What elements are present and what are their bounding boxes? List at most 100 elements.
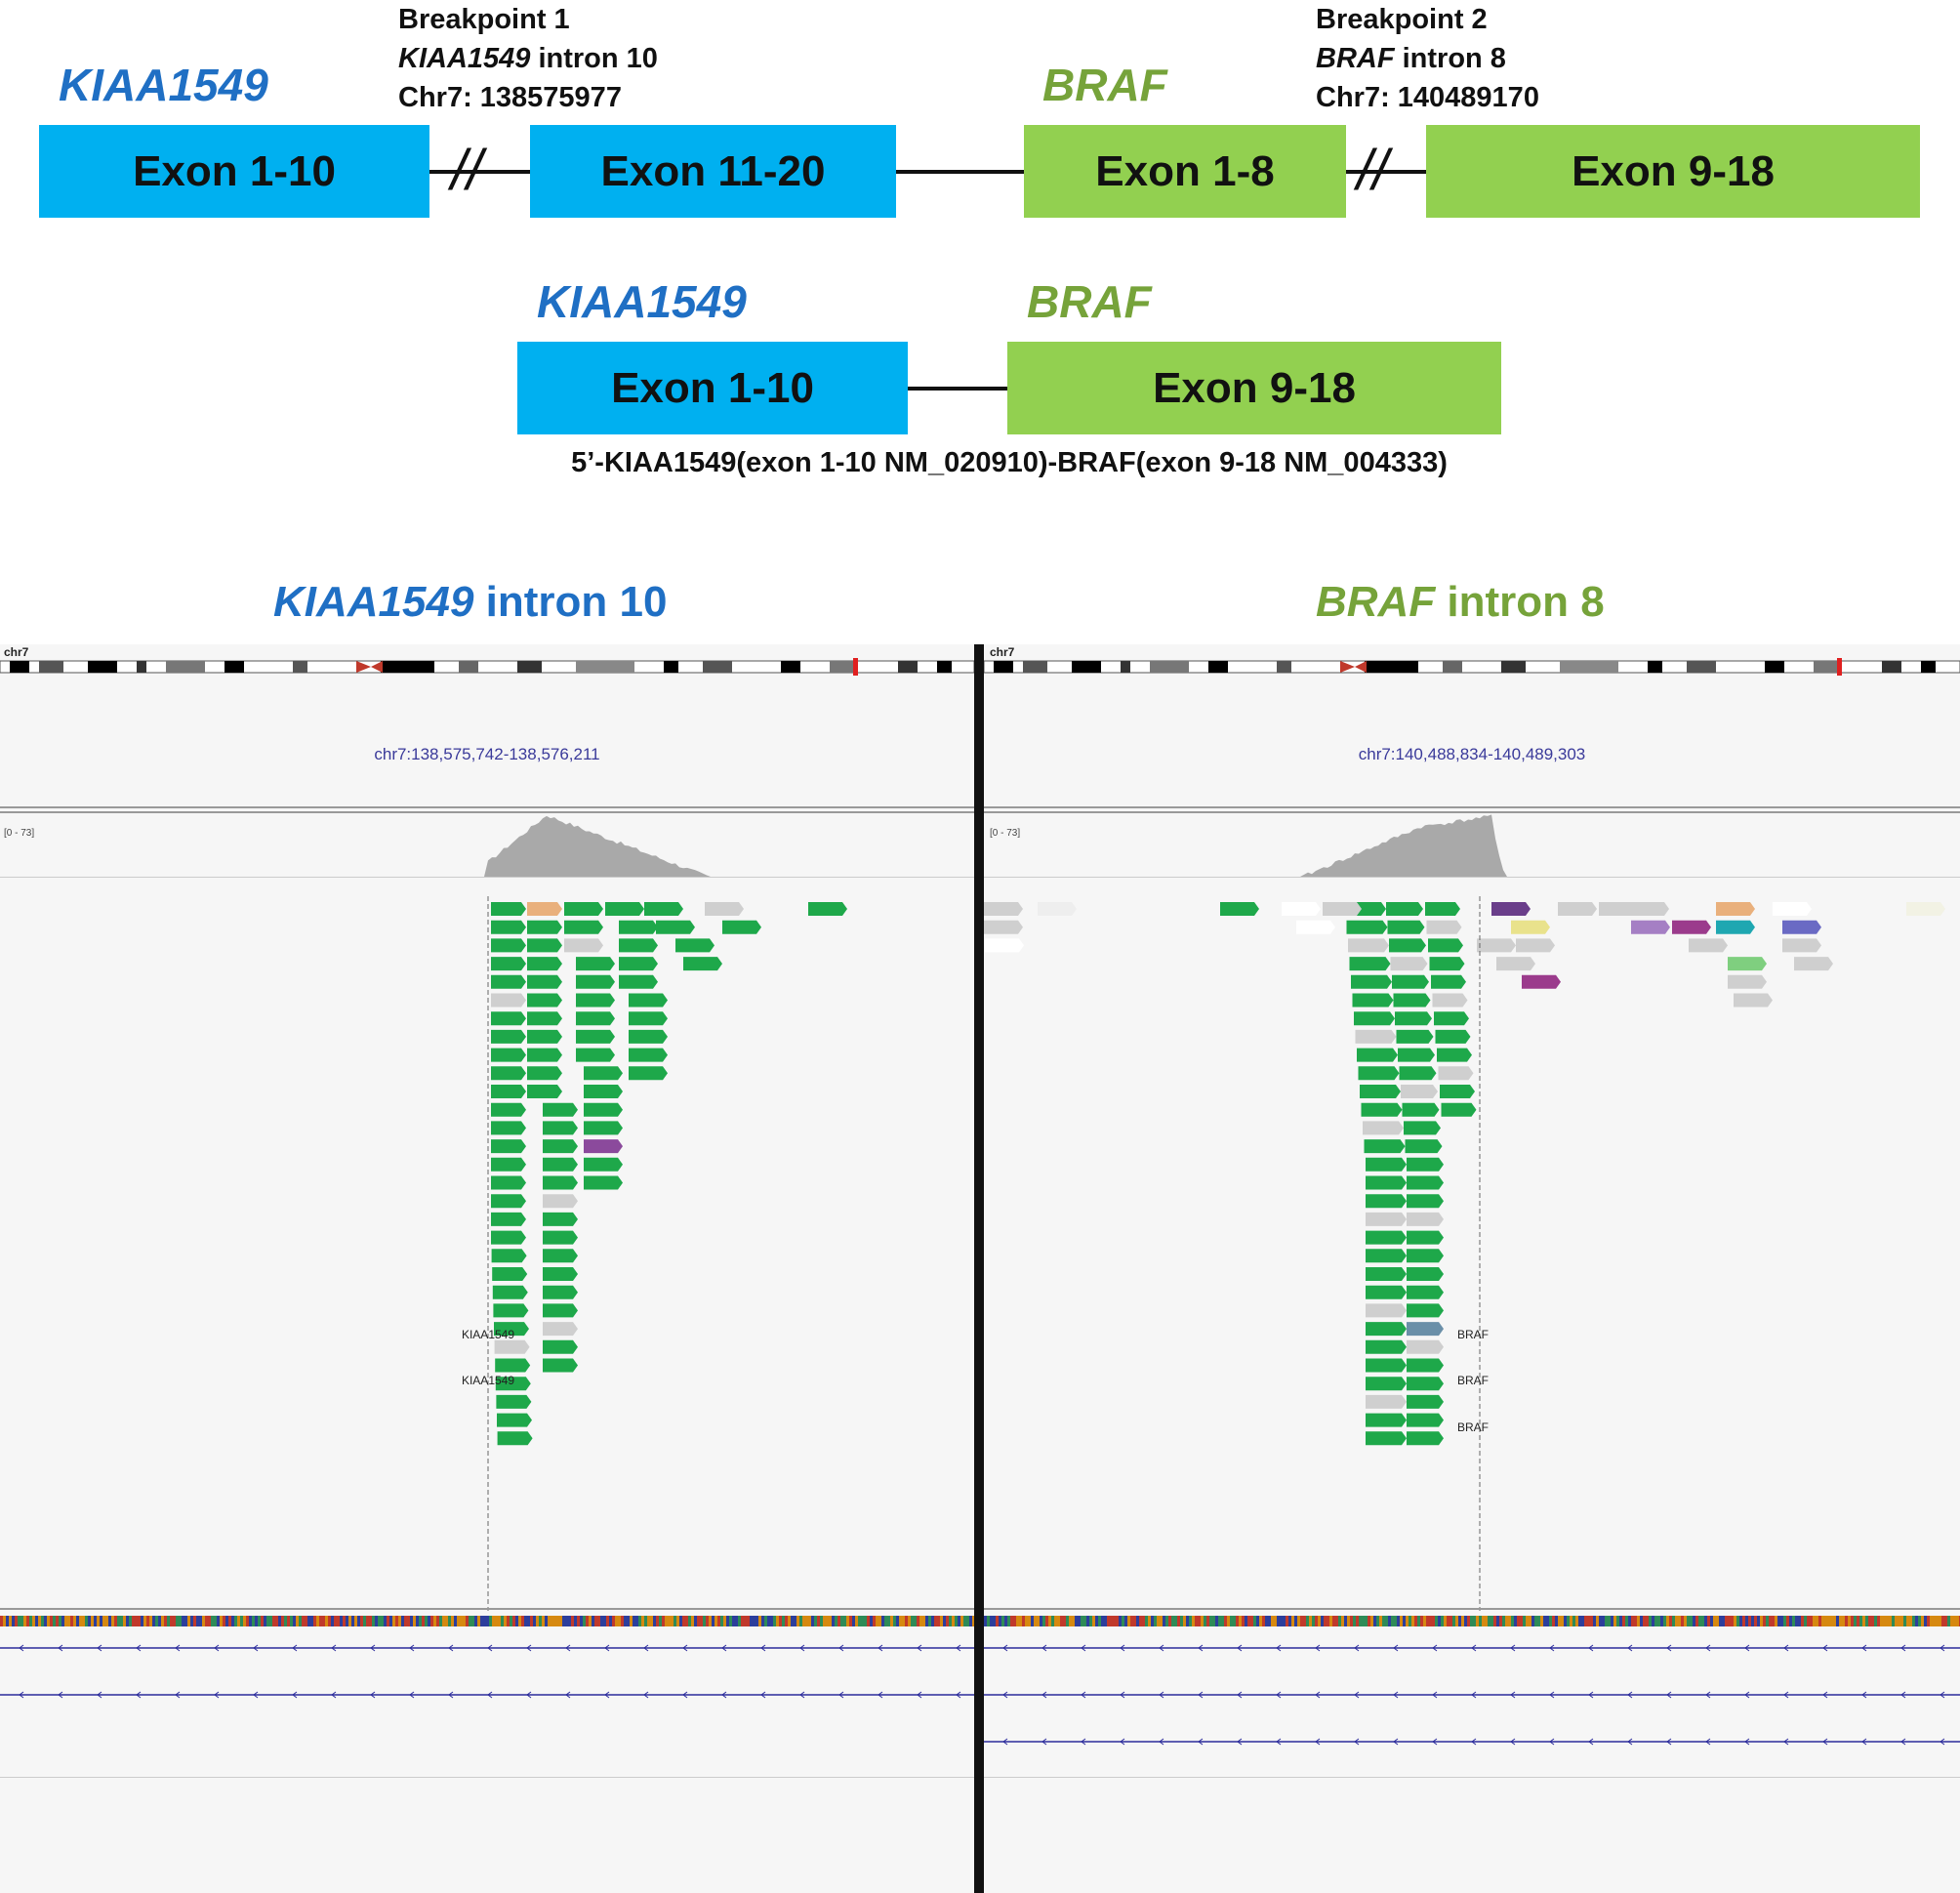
aligned-read (527, 1066, 562, 1081)
reference-base (439, 1616, 442, 1626)
reference-base (1684, 1616, 1687, 1626)
reference-base (492, 1616, 495, 1626)
reference-base (1078, 1616, 1081, 1626)
reference-base (1701, 1616, 1704, 1626)
reference-base (1663, 1616, 1666, 1626)
reference-base (1813, 1616, 1816, 1626)
reference-base (501, 1616, 504, 1626)
reference-base (287, 1616, 290, 1626)
strand-arrow (604, 1691, 610, 1699)
aligned-read (629, 1029, 668, 1044)
reference-base (618, 1616, 621, 1626)
reference-base (542, 1616, 545, 1626)
reference-base (141, 1616, 143, 1626)
strand-arrow (1432, 1738, 1438, 1746)
right-igv-panel[interactable]: chr7 chr7:140,488,834-140,489,303 [0 - 7… (984, 644, 1960, 1893)
reference-base (1031, 1616, 1034, 1626)
left-panel-title: KIAA1549 intron 10 (273, 578, 667, 627)
reference-base (322, 1616, 325, 1626)
reference-base (100, 1616, 102, 1626)
aligned-read (491, 1011, 526, 1026)
strand-arrow (1822, 1644, 1828, 1652)
reference-base (1681, 1616, 1684, 1626)
reference-base (234, 1616, 237, 1626)
aligned-read (1672, 920, 1711, 934)
ideogram-band (137, 661, 146, 673)
strand-arrow (331, 1691, 337, 1699)
reference-base (966, 1616, 969, 1626)
reference-base (902, 1616, 905, 1626)
reference-base (29, 1616, 32, 1626)
strand-arrow (1510, 1644, 1516, 1652)
aligned-read (493, 1303, 529, 1318)
strand-arrow (1002, 1691, 1008, 1699)
strand-arrow (253, 1691, 259, 1699)
reference-base (375, 1616, 378, 1626)
aligned-read (543, 1102, 578, 1117)
aligned-read (683, 957, 722, 971)
reference-base (474, 1616, 477, 1626)
reference-base (1649, 1616, 1652, 1626)
reference-base (436, 1616, 439, 1626)
ideogram-band (1765, 661, 1784, 673)
reference-base (1420, 1616, 1423, 1626)
reference-base (928, 1616, 931, 1626)
aligned-read (543, 1358, 578, 1373)
ideogram-band (1121, 661, 1130, 673)
right-panel-title-gene: BRAF (1316, 578, 1436, 626)
reference-base (1868, 1616, 1871, 1626)
exon-box-braf-1-8: Exon 1-8 (1024, 125, 1346, 218)
reference-base (1578, 1616, 1581, 1626)
strand-arrow (97, 1691, 102, 1699)
reference-base (1385, 1616, 1388, 1626)
reference-base (565, 1616, 568, 1626)
reference-base (1192, 1616, 1195, 1626)
reference-base (1461, 1616, 1464, 1626)
reference-base (264, 1616, 266, 1626)
reference-base (674, 1616, 676, 1626)
aligned-read (543, 1249, 578, 1263)
right-igv-alignment-view[interactable] (984, 644, 1960, 1893)
reference-base (876, 1616, 878, 1626)
left-igv-alignment-view[interactable] (0, 644, 974, 1893)
left-igv-panel[interactable]: chr7 chr7:138,575,742-138,576,211 [0 - 7… (0, 644, 974, 1893)
reference-base (917, 1616, 919, 1626)
reference-base (691, 1616, 694, 1626)
reference-base (120, 1616, 123, 1626)
strand-arrow (1940, 1738, 1945, 1746)
aligned-read (576, 1029, 615, 1044)
reference-base (1168, 1616, 1171, 1626)
ideogram-band (1365, 661, 1418, 673)
aligned-read (1366, 1358, 1407, 1373)
reference-base (135, 1616, 138, 1626)
reference-base (1728, 1616, 1731, 1626)
reference-base (275, 1616, 278, 1626)
reference-base (1171, 1616, 1174, 1626)
reference-base (1640, 1616, 1643, 1626)
aligned-read (629, 1066, 668, 1081)
strand-arrow (1510, 1691, 1516, 1699)
aligned-read (1351, 974, 1392, 989)
reference-base (187, 1616, 190, 1626)
breakpoint-2-gene: BRAF (1316, 43, 1395, 74)
reference-base (586, 1616, 589, 1626)
strand-arrow (487, 1644, 493, 1652)
reference-base (996, 1616, 999, 1626)
strand-arrow (1822, 1738, 1828, 1746)
reference-base (266, 1616, 269, 1626)
aligned-read (497, 1431, 533, 1446)
reference-base (489, 1616, 492, 1626)
reference-base (258, 1616, 261, 1626)
reference-base (1113, 1616, 1116, 1626)
ideogram-band (459, 661, 478, 673)
reference-base (1368, 1616, 1370, 1626)
reference-base (1839, 1616, 1842, 1626)
aligned-read (1728, 957, 1767, 971)
aligned-read (543, 1322, 578, 1337)
reference-base (138, 1616, 141, 1626)
reference-base (671, 1616, 674, 1626)
reference-base (32, 1616, 35, 1626)
ideogram-band (994, 661, 1013, 673)
reference-base (662, 1616, 665, 1626)
reference-base (700, 1616, 703, 1626)
